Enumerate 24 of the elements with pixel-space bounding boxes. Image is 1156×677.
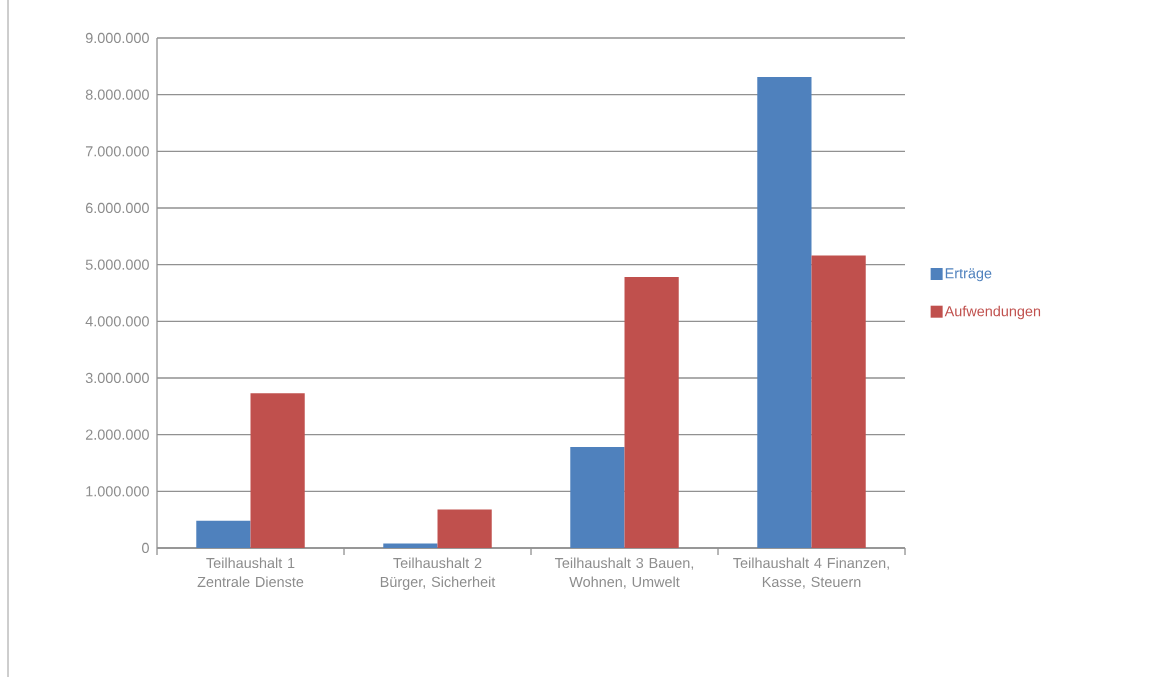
- bar: [624, 277, 679, 548]
- bar: [757, 77, 812, 548]
- y-tick-label: 3.000.000: [85, 372, 149, 384]
- x-tick-label: Teilhaushalt 4 Finanzen, Kasse, Steuern: [733, 557, 889, 589]
- bar: [437, 509, 492, 548]
- y-tick-label: 7.000.000: [85, 146, 149, 157]
- y-tick-label: 9.000.000: [85, 32, 149, 44]
- y-tick-label: 5.000.000: [85, 259, 149, 270]
- bar: [250, 393, 305, 548]
- y-tick-label: 0: [142, 542, 149, 554]
- y-tick-label: 6.000.000: [85, 202, 149, 214]
- legend-label: Aufwendungen: [944, 305, 1041, 320]
- x-tick-label: Teilhaushalt 2 Bürger, Sicherheit: [380, 557, 496, 590]
- bar: [383, 543, 438, 548]
- bar: [196, 520, 251, 548]
- x-tick-label: Teilhaushalt 3 Bauen, Wohnen, Umwelt: [554, 557, 694, 589]
- legend-label: Erträge: [945, 268, 992, 282]
- y-tick-label: 2.000.000: [85, 429, 149, 440]
- bar: [570, 447, 625, 548]
- y-tick-label: 4.000.000: [85, 316, 149, 327]
- x-tick-label: Teilhaushalt 1 Zentrale Dienste: [197, 557, 304, 588]
- bar: [811, 255, 866, 548]
- y-tick-label: 8.000.000: [85, 89, 149, 100]
- y-tick-label: 1.000.000: [86, 486, 149, 497]
